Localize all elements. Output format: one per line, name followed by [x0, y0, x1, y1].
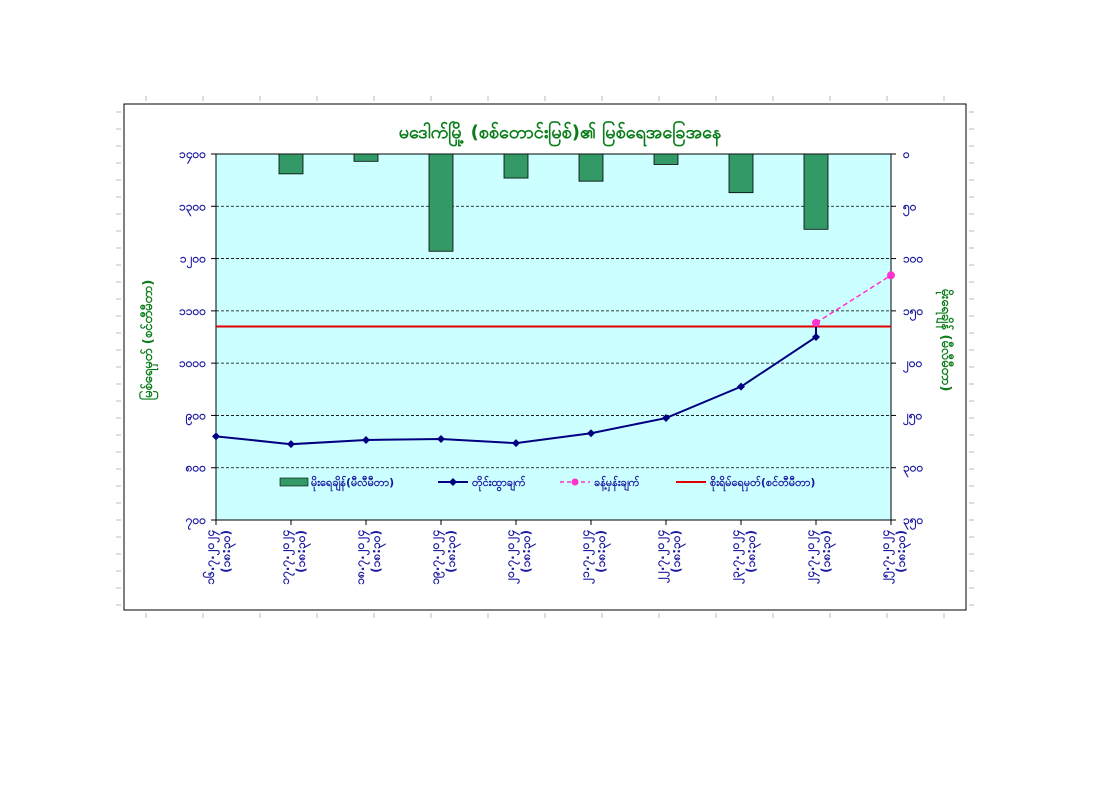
y-tick-label: ၈၀၀	[185, 461, 207, 475]
y2-tick-label: ၁၀၀	[903, 252, 924, 266]
measured-point	[362, 436, 370, 445]
rain-bar	[278, 153, 304, 175]
x-tick-label: ၂၁.၇.၂၀၂၄	[578, 530, 596, 585]
x-tick-label: ၁၇.၇.၂၀၂၄	[278, 530, 296, 585]
x-tick-label-time: (၁၈:၃၀)	[669, 530, 687, 573]
measured-point	[287, 440, 295, 449]
x-tick-label-time: (၁၈:၃၀)	[519, 530, 537, 573]
legend-label-measured: တိုင်းထွာချက်	[472, 475, 526, 492]
legend-marker-forecast	[571, 478, 579, 486]
x-axis-ticks: ၁၆.၇.၂၀၂၄ (၁၈:၃၀) ၁၇.၇.၂၀၂၄ (၁၈:၃၀) ၁၈.၇.၂၀၂…	[201, 520, 912, 585]
y2-tick-label: ၂၅၀	[902, 408, 923, 426]
measured-point	[737, 382, 745, 391]
plot-area	[215, 153, 892, 521]
legend-swatch-rain	[279, 477, 309, 487]
y2-axis-label: မိုးရေချိန် (မီလီမီတာ)	[935, 289, 955, 392]
legend-label-forecast: ခန့်မှန်းချက်	[594, 475, 640, 492]
legend-label-rain: မိုးရေချိန်(မီလီမီတာ)	[311, 475, 394, 492]
forecast-point	[887, 271, 895, 280]
y2-tick-label: ၁၅၀	[903, 304, 924, 322]
x-tick-label: ၁၈.၇.၂၀၂၄	[353, 530, 371, 585]
measured-point	[512, 439, 520, 448]
rain-bars	[278, 153, 829, 252]
x-tick-label-time: (၁၈:၃၀)	[444, 530, 462, 573]
y-tick-label: ၁၂၀၀	[180, 252, 206, 270]
y2-tick-label: ၂၀၀	[902, 356, 923, 374]
y2-tick-label: ၃၅၀	[903, 513, 924, 531]
x-tick-label: ၂၂.၇.၂၀၂၄	[653, 530, 671, 584]
y2-tick-label: ၃၀၀	[903, 461, 924, 479]
x-tick-label: ၁၉.၇.၂၀၂၄	[428, 530, 446, 585]
y-tick-label: ၉၀၀	[185, 408, 207, 426]
x-tick-label-time: (၁၈:၃၀)	[819, 530, 837, 573]
legend-marker-measured	[449, 478, 457, 486]
level-lines	[212, 271, 895, 449]
x-tick-label: ၂၄.၇.၂၀၂၄	[803, 530, 821, 585]
rain-bar	[503, 153, 529, 179]
gridlines	[216, 205, 891, 469]
chart-title: မဒေါက်မြို့ (စစ်တောင်းမြစ်)၏ မြစ်ရေအခြေအ…	[399, 120, 722, 147]
y-tick-label: ၁၀၀၀	[179, 356, 206, 370]
y-tick-label: ၁၁၀၀	[179, 304, 206, 318]
measured-point	[437, 434, 445, 443]
y-tick-label: ၁၄၀၀	[179, 147, 206, 165]
x-tick-label: ၂၃.၇.၂၀၂၄	[728, 530, 746, 585]
rain-bar	[428, 153, 454, 252]
x-tick-label-time: (၁၈:၃၀)	[594, 530, 612, 573]
y2-tick-label: ၀	[902, 147, 910, 161]
frame-ticks	[116, 96, 974, 618]
rain-bar	[728, 153, 754, 194]
rain-bar	[653, 153, 679, 165]
measured-point	[812, 333, 820, 341]
x-tick-label: ၂၀.၇.၂၀၂၄	[503, 530, 521, 585]
y-tick-label: ၇၀၀	[185, 513, 207, 531]
y-tick-label: ၁၃၀၀	[179, 199, 206, 217]
x-tick-label-time: (၁၈:၃၀)	[894, 530, 912, 573]
x-tick-label-time: (၁၈:၃၀)	[294, 530, 312, 573]
measured-point	[212, 432, 220, 441]
x-tick-label-time: (၁၈:၃၀)	[369, 530, 387, 573]
legend: မိုးရေချိန်(မီလီမီတာ) တိုင်းထွာချက် ခန့်မှ…	[279, 475, 815, 492]
y2-tick-label: ၅၀	[902, 199, 917, 217]
forecast-line	[815, 274, 892, 324]
rain-bar	[353, 153, 379, 162]
x-tick-label: ၂၅.၇.၂၀၂၄	[878, 530, 896, 585]
x-tick-label: ၁၆.၇.၂၀၂၄	[201, 530, 221, 585]
forecast-point	[812, 318, 820, 327]
y-axis-label: မြစ်ရေမှတ် (စင်တီမီတာ)	[138, 280, 159, 401]
rain-bar	[803, 153, 829, 230]
legend-label-warning: စိုးရိမ်ရေမှတ်(စင်တီမီတာ)	[710, 475, 815, 492]
measured-point	[662, 414, 670, 423]
x-tick-label-time: (၁၈:၃၀)	[219, 530, 237, 573]
measured-line	[215, 322, 817, 446]
x-tick-label-time: (၁၈:၃၀)	[744, 530, 762, 573]
measured-point	[587, 429, 595, 438]
rain-bar	[578, 153, 604, 182]
